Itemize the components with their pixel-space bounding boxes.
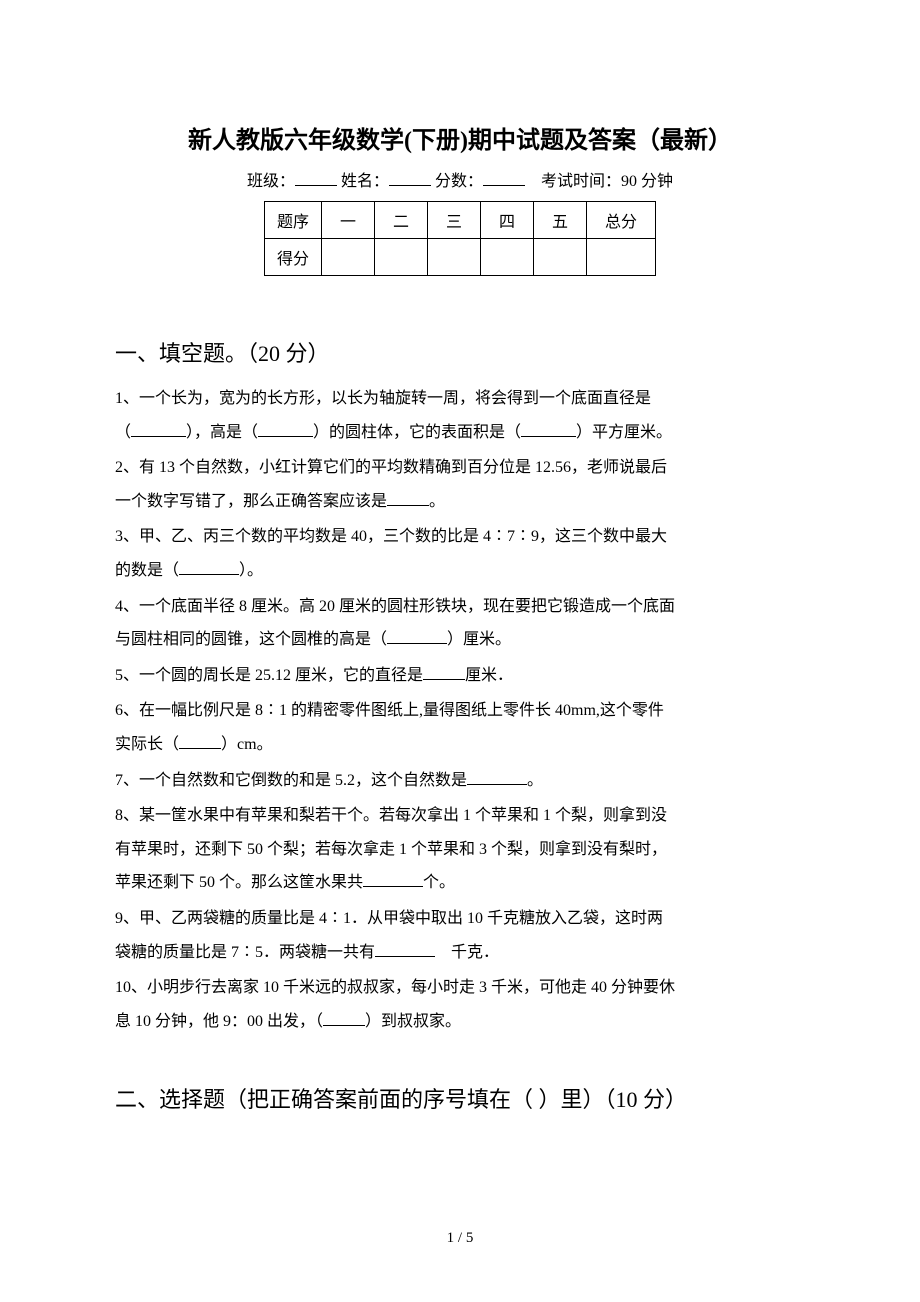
answer-blank	[323, 1025, 365, 1026]
score-table: 题序 一 二 三 四 五 总分 得分	[264, 201, 656, 276]
document-title: 新人教版六年级数学(下册)期中试题及答案（最新）	[115, 120, 805, 155]
score-label-cell: 得分	[264, 239, 321, 276]
question-text: 苹果还剩下 50 个。那么这筐水果共	[115, 874, 363, 891]
question-text: ）的圆柱体，它的表面积是（	[313, 424, 521, 441]
answer-blank	[375, 956, 435, 957]
table-row: 得分	[264, 239, 655, 276]
class-blank	[295, 170, 337, 186]
page-footer: 1 / 5	[0, 1230, 920, 1247]
answer-blank	[387, 505, 429, 506]
table-row: 题序 一 二 三 四 五 总分	[264, 202, 655, 239]
header-cell: 题序	[264, 202, 321, 239]
question-4: 4、一个底面半径 8 厘米。高 20 厘米的圆柱形铁块，现在要把它锻造成一个底面…	[115, 590, 805, 657]
answer-blank	[179, 748, 221, 749]
answer-blank	[387, 643, 447, 644]
name-blank	[389, 170, 431, 186]
score-cell	[321, 239, 374, 276]
question-text: （	[115, 424, 131, 441]
answer-blank	[258, 436, 313, 437]
question-text: 。	[527, 772, 543, 789]
score-cell	[374, 239, 427, 276]
question-text: ）厘米。	[447, 631, 511, 648]
question-text: 5、一个圆的周长是 25.12 厘米，它的直径是	[115, 667, 423, 684]
score-blank	[483, 170, 525, 186]
answer-blank	[521, 436, 576, 437]
header-cell: 二	[374, 202, 427, 239]
question-text: 的数是（	[115, 562, 179, 579]
name-label: 姓名：	[341, 173, 389, 190]
question-text: ）。	[239, 562, 263, 579]
question-text: 千克．	[435, 944, 499, 961]
question-text: 6、在一幅比例尺是 8∶1 的精密零件图纸上,量得图纸上零件长 40mm,这个零…	[115, 702, 664, 719]
question-10: 10、小明步行去离家 10 千米远的叔叔家，每小时走 3 千米，可他走 40 分…	[115, 971, 805, 1038]
exam-time-label: 考试时间：90 分钟	[541, 173, 673, 190]
section-2-heading: 二、选择题（把正确答案前面的序号填在（ ）里）（10 分）	[115, 1082, 805, 1114]
meta-row: 班级： 姓名： 分数： 考试时间：90 分钟	[115, 167, 805, 191]
answer-blank	[423, 679, 465, 680]
question-7: 7、一个自然数和它倒数的和是 5.2，这个自然数是 。	[115, 764, 805, 798]
question-text: ），高是（	[186, 424, 258, 441]
question-text: ）到叔叔家。	[365, 1013, 461, 1030]
question-text: ）cm。	[221, 736, 273, 753]
question-text: 厘米．	[465, 667, 513, 684]
score-cell	[481, 239, 534, 276]
header-cell: 五	[534, 202, 587, 239]
score-meta-label: 分数：	[435, 173, 483, 190]
question-text: 2、有 13 个自然数，小红计算它们的平均数精确到百分位是 12.56，老师说最…	[115, 459, 667, 476]
question-text: 4、一个底面半径 8 厘米。高 20 厘米的圆柱形铁块，现在要把它锻造成一个底面	[115, 598, 675, 615]
class-label: 班级：	[247, 173, 295, 190]
question-text: 7、一个自然数和它倒数的和是 5.2，这个自然数是	[115, 772, 467, 789]
answer-blank	[131, 436, 186, 437]
header-cell: 四	[481, 202, 534, 239]
question-8: 8、某一筐水果中有苹果和梨若干个。若每次拿出 1 个苹果和 1 个梨，则拿到没 …	[115, 799, 805, 900]
question-text: ）平方厘米。	[576, 424, 672, 441]
question-text: 1、一个长为，宽为的长方形，以长为轴旋转一周，将会得到一个底面直径是	[115, 390, 651, 407]
section-1-heading: 一、填空题。（20 分）	[115, 336, 805, 368]
score-cell	[587, 239, 656, 276]
question-text: 10、小明步行去离家 10 千米远的叔叔家，每小时走 3 千米，可他走 40 分…	[115, 979, 675, 996]
question-text: 。	[429, 493, 445, 510]
question-text: 9、甲、乙两袋糖的质量比是 4∶1．从甲袋中取出 10 千克糖放入乙袋，这时两	[115, 910, 663, 927]
question-text: 实际长（	[115, 736, 179, 753]
question-3: 3、甲、乙、丙三个数的平均数是 40，三个数的比是 4∶7∶9，这三个数中最大 …	[115, 520, 805, 587]
question-text: 有苹果时，还剩下 50 个梨；若每次拿走 1 个苹果和 3 个梨，则拿到没有梨时…	[115, 841, 667, 858]
question-5: 5、一个圆的周长是 25.12 厘米，它的直径是 厘米．	[115, 659, 805, 693]
question-text: 袋糖的质量比是 7∶5．两袋糖一共有	[115, 944, 375, 961]
header-cell: 三	[427, 202, 480, 239]
question-text: 息 10 分钟，他 9：00 出发，（	[115, 1013, 323, 1030]
question-text: 8、某一筐水果中有苹果和梨若干个。若每次拿出 1 个苹果和 1 个梨，则拿到没	[115, 807, 667, 824]
question-text: 与圆柱相同的圆锥，这个圆椎的高是（	[115, 631, 387, 648]
answer-blank	[179, 574, 239, 575]
answer-blank	[363, 886, 423, 887]
question-6: 6、在一幅比例尺是 8∶1 的精密零件图纸上,量得图纸上零件长 40mm,这个零…	[115, 694, 805, 761]
header-cell: 一	[321, 202, 374, 239]
question-2: 2、有 13 个自然数，小红计算它们的平均数精确到百分位是 12.56，老师说最…	[115, 451, 805, 518]
question-text: 个。	[423, 874, 455, 891]
question-text: 一个数字写错了，那么正确答案应该是	[115, 493, 387, 510]
answer-blank	[467, 784, 527, 785]
score-cell	[427, 239, 480, 276]
question-text: 3、甲、乙、丙三个数的平均数是 40，三个数的比是 4∶7∶9，这三个数中最大	[115, 528, 667, 545]
question-1: 1、一个长为，宽为的长方形，以长为轴旋转一周，将会得到一个底面直径是 （ ），高是…	[115, 382, 805, 449]
header-cell: 总分	[587, 202, 656, 239]
question-9: 9、甲、乙两袋糖的质量比是 4∶1．从甲袋中取出 10 千克糖放入乙袋，这时两 …	[115, 902, 805, 969]
score-cell	[534, 239, 587, 276]
